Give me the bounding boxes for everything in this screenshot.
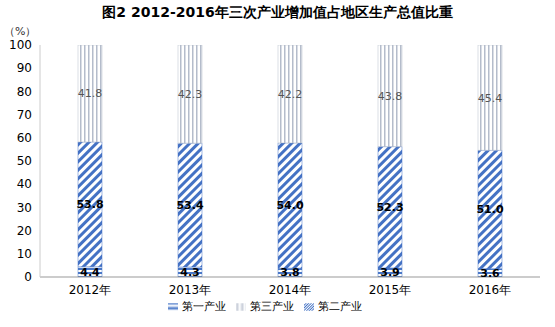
svg-text:54.0: 54.0: [276, 199, 303, 212]
svg-text:0: 0: [24, 270, 32, 284]
svg-text:50: 50: [17, 154, 32, 168]
html-text:第二产业: 第二产业: [318, 300, 362, 313]
svg-text:42.2: 42.2: [278, 88, 303, 101]
svg-text:90: 90: [17, 61, 32, 75]
svg-text:20: 20: [17, 224, 32, 238]
svg-text:41.8: 41.8: [78, 87, 103, 100]
svg-text:2015年: 2015年: [369, 283, 412, 297]
svg-text:45.4: 45.4: [478, 92, 503, 105]
svg-text:2013年: 2013年: [169, 283, 212, 297]
svg-text:40: 40: [17, 177, 32, 191]
svg-text:2014年: 2014年: [269, 283, 312, 297]
svg-text:42.3: 42.3: [178, 88, 203, 101]
svg-text:100: 100: [9, 38, 32, 52]
html-text:第一产业: 第一产业: [182, 300, 226, 313]
html-text:图2 2012-2016年三次产业增加值占地区生产总值比重: 图2 2012-2016年三次产业增加值占地区生产总值比重: [102, 4, 453, 20]
svg-text:80: 80: [17, 85, 32, 99]
svg-text:2012年: 2012年: [69, 283, 112, 297]
svg-text:70: 70: [17, 108, 32, 122]
svg-text:53.4: 53.4: [176, 199, 203, 212]
svg-text:3.6: 3.6: [480, 267, 500, 280]
svg-text:10: 10: [17, 247, 32, 261]
svg-text:3.8: 3.8: [280, 266, 300, 279]
html-text:第三产业: 第三产业: [250, 300, 294, 313]
svg-text:2016年: 2016年: [469, 283, 512, 297]
svg-text:53.8: 53.8: [76, 198, 103, 211]
svg-text:4.3: 4.3: [180, 266, 200, 279]
svg-text:30: 30: [17, 201, 32, 215]
svg-text:60: 60: [17, 131, 32, 145]
svg-text:51.0: 51.0: [476, 203, 503, 216]
svg-text:43.8: 43.8: [378, 90, 403, 103]
svg-text:3.9: 3.9: [380, 266, 400, 279]
svg-text:52.3: 52.3: [376, 201, 403, 214]
svg-text:4.4: 4.4: [80, 266, 100, 279]
